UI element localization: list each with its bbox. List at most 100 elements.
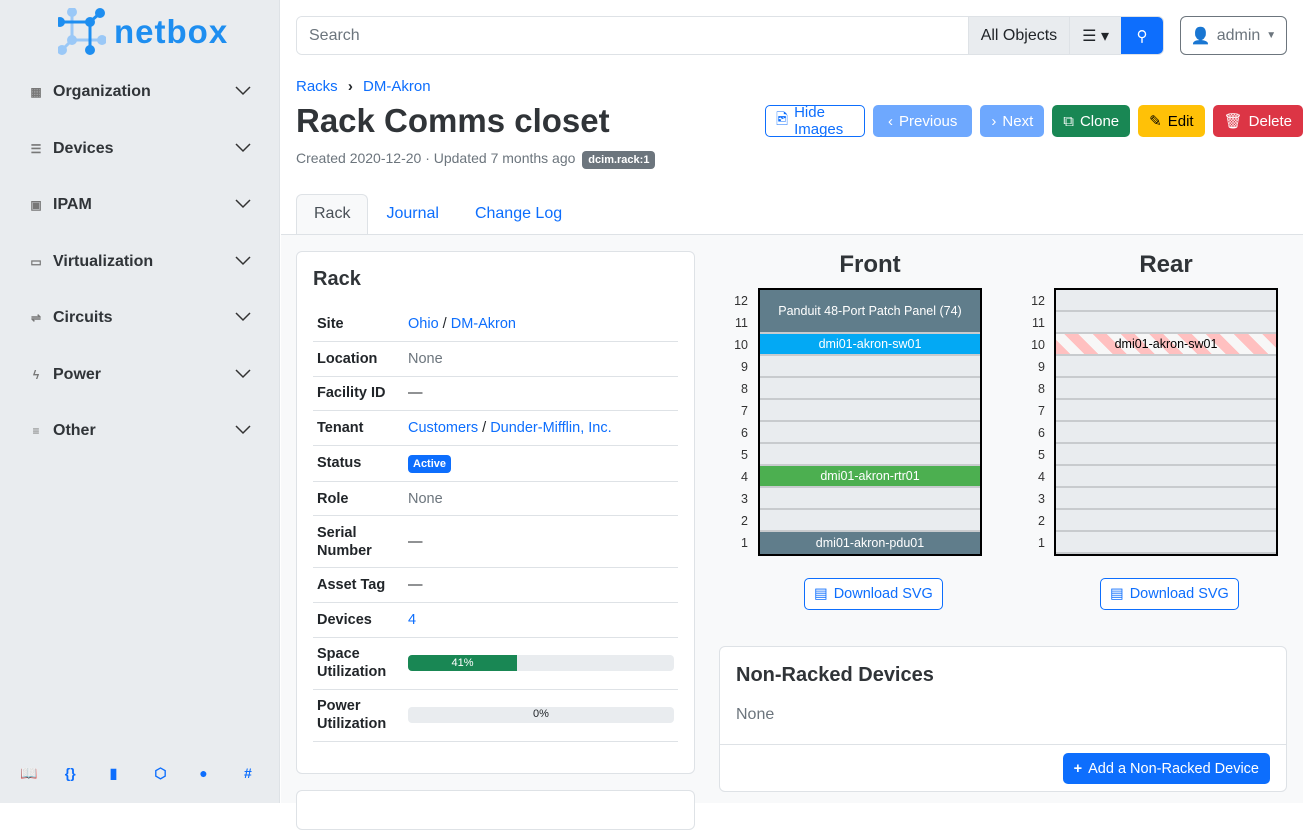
book-icon[interactable]: 📖 [20, 765, 38, 781]
rack-unit[interactable] [760, 444, 980, 466]
rack-unit[interactable] [760, 334, 980, 356]
tab-change-log[interactable]: Change Log [474, 205, 563, 222]
link[interactable]: Ohio [408, 316, 439, 333]
sidebar-item-power[interactable]: ϟ Power [28, 360, 252, 390]
rack-unit[interactable] [1056, 532, 1276, 554]
github-icon[interactable]: ● [199, 765, 208, 781]
label: Delete [1248, 112, 1292, 130]
link[interactable]: DM-Akron [450, 316, 516, 333]
download-svg-rear-button[interactable]: ▤ Download SVG [1100, 578, 1239, 610]
rack-unit[interactable] [760, 356, 980, 378]
rack-unit[interactable] [1056, 488, 1276, 510]
unit-number: 11 [735, 316, 748, 330]
breadcrumb-racks[interactable]: Racks [296, 78, 338, 95]
graphql-icon[interactable]: ⬡ [154, 765, 167, 781]
unit-number: 12 [734, 294, 748, 308]
filter-dropdown[interactable]: ☰ ▾ [1069, 17, 1121, 54]
previous-button[interactable]: ‹ Previous [873, 105, 973, 137]
card-title: Rack [313, 268, 361, 290]
sidebar-item-other[interactable]: ≡ Other [28, 416, 252, 446]
sidebar-item-label: Organization [53, 83, 151, 100]
chevron-down-icon [235, 199, 251, 209]
link[interactable]: Customers [408, 420, 479, 437]
rack-unit[interactable] [1056, 334, 1276, 356]
link[interactable]: 4 [408, 611, 417, 628]
rack-device[interactable]: dmi01-akron-sw01 [1056, 334, 1276, 354]
rack-unit[interactable] [1056, 466, 1276, 488]
rack-device[interactable]: Panduit 48-Port Patch Panel (74) [760, 290, 980, 332]
clone-button[interactable]: ⧉ Clone [1052, 105, 1131, 137]
rack-unit[interactable] [760, 378, 980, 400]
rack-unit[interactable] [760, 466, 980, 488]
value-cell: — [404, 376, 678, 412]
rack-unit[interactable] [1056, 510, 1276, 532]
user-icon: 👤 [1190, 27, 1211, 45]
value: None [408, 350, 443, 367]
key: Facility ID [313, 376, 404, 412]
add-non-racked-device-button[interactable]: + Add a Non-Racked Device [1062, 753, 1270, 784]
unit-number: 3 [1038, 492, 1045, 506]
rack-unit[interactable] [760, 510, 980, 532]
sidebar-item-ipam[interactable]: ▣ IPAM [28, 190, 252, 220]
label: Next [1002, 112, 1034, 130]
search-button[interactable]: ⚲ [1121, 17, 1163, 54]
device-name: Panduit 48-Port Patch Panel (74) [778, 304, 962, 318]
attr-row-facility-id: Facility ID — [313, 376, 678, 412]
rack-device[interactable]: dmi01-akron-pdu01 [760, 532, 980, 554]
next-button[interactable]: › Next [980, 105, 1045, 137]
value-cell: Ohio / DM-Akron [404, 307, 678, 343]
chevron-down-icon [235, 255, 251, 265]
attr-row-asset-tag: Asset Tag — [313, 567, 678, 604]
sidebar-item-virtualization[interactable]: ▭ Virtualization [28, 247, 252, 277]
device-name: dmi01-akron-pdu01 [815, 536, 925, 550]
rack-unit[interactable] [1056, 356, 1276, 378]
sidebar-item-label: Power [53, 365, 102, 383]
rack-unit[interactable] [1056, 444, 1276, 466]
unit-number: 2 [1038, 514, 1045, 528]
search-input[interactable] [297, 17, 968, 54]
slack-icon[interactable]: # [244, 765, 252, 781]
edit-button[interactable]: ✎ Edit [1138, 105, 1205, 137]
rack-device[interactable]: dmi01-akron-sw01 [760, 334, 980, 354]
unit-number: 1 [741, 536, 748, 550]
tab-rack[interactable]: Rack [296, 194, 369, 235]
rack-unit[interactable] [760, 312, 980, 334]
progress-label: 41% [451, 657, 474, 670]
value: — [408, 577, 423, 594]
link[interactable]: Dunder-Mifflin, Inc. [490, 420, 612, 437]
attr-row-status: Status Active [313, 445, 678, 482]
card-title: Non-Racked Devices [736, 664, 934, 686]
tab-journal[interactable]: Journal [386, 205, 439, 222]
rack-unit[interactable] [760, 400, 980, 422]
unit-number: 8 [741, 382, 748, 396]
sidebar-item-organization[interactable]: ▦ Organization [28, 77, 252, 107]
front-title: Front [839, 251, 901, 278]
rack-unit[interactable] [1056, 400, 1276, 422]
rear-title: Rear [1139, 251, 1193, 278]
bookmark-icon[interactable]: ▮ [109, 765, 118, 781]
delete-button[interactable]: 🗑 Delete [1212, 105, 1303, 137]
chevron-down-icon [235, 86, 251, 96]
rack-unit[interactable] [760, 422, 980, 444]
value: — [408, 385, 423, 402]
sidebar-item-devices[interactable]: ☰ Devices [28, 134, 252, 164]
unit-numbers-front: 12 11 10 9 8 7 6 5 4 3 2 1 [718, 290, 748, 554]
user-menu[interactable]: 👤 admin ▼ [1180, 16, 1287, 55]
rack-unit[interactable] [1056, 422, 1276, 444]
breadcrumb-site[interactable]: DM-Akron [363, 78, 431, 95]
hide-images-button[interactable]: 🖻 Hide Images [765, 104, 866, 138]
netbox-logo[interactable]: netbox [58, 8, 228, 56]
rack-unit[interactable] [760, 488, 980, 510]
download-svg-front-button[interactable]: ▤ Download SVG [804, 578, 943, 610]
rack-unit[interactable] [1056, 312, 1276, 334]
rack-unit[interactable] [1056, 378, 1276, 400]
search-scope-select[interactable]: All Objects [967, 17, 1070, 54]
non-racked-card: Non-Racked Devices None + Add a Non-Racke… [719, 646, 1287, 792]
api-braces-icon[interactable]: {} [64, 765, 76, 781]
attr-row-tenant: Tenant Customers / Dunder-Mifflin, Inc. [313, 410, 678, 446]
rack-unit[interactable] [1056, 290, 1276, 312]
sidebar-item-circuits[interactable]: ⇌ Circuits [28, 303, 252, 333]
next-card [296, 790, 695, 830]
status-badge: Active [408, 455, 452, 474]
rack-device[interactable]: dmi01-akron-rtr01 [760, 466, 980, 486]
